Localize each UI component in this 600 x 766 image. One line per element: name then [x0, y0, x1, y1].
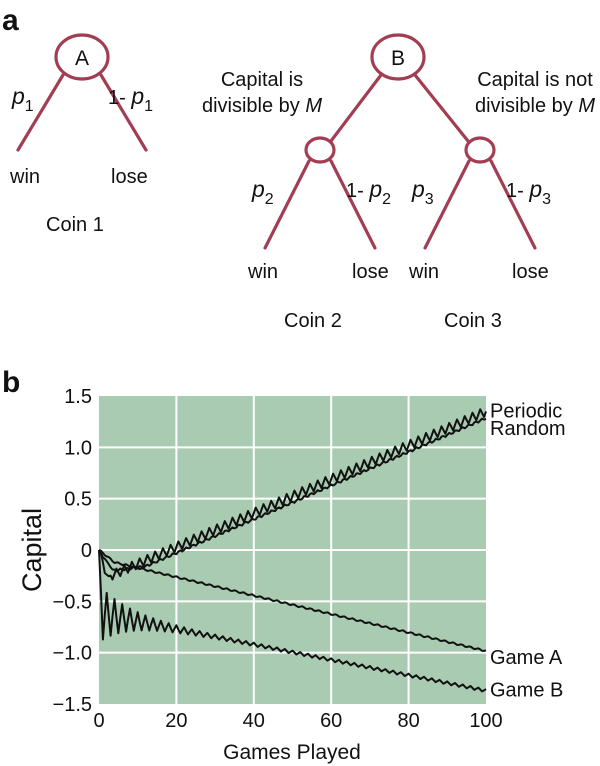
- x-tick-label: 60: [320, 710, 342, 732]
- coin2-win-probability: p2: [251, 176, 274, 208]
- coin2-right-branch: [329, 159, 377, 250]
- x-axis-title: Games Played: [223, 741, 361, 764]
- coin1-win-outcome: win: [9, 166, 40, 188]
- gameb-tree: B Capital is divisible by M Capital is n…: [202, 33, 595, 332]
- panel-a-label: a: [2, 4, 19, 37]
- y-tick-label: 0.5: [64, 489, 92, 511]
- legend-label-periodic: Periodic: [490, 400, 562, 422]
- coin1-left-branch: [16, 73, 65, 152]
- series-line-periodic: [98, 408, 487, 581]
- x-axis-ticks: 0 20 40 60 80 100: [93, 710, 502, 732]
- capital-chart: 1.5 1.0 0.5 0 −0.5 −1.0 −1.5 0 20 40 60 80 100 Peri…: [17, 386, 566, 764]
- node-b: [370, 33, 426, 81]
- y-tick-label: −0.5: [53, 591, 92, 613]
- series-line-random: [98, 417, 487, 573]
- y-tick-label: 0: [81, 540, 92, 562]
- coin1-right-branch: [99, 73, 148, 152]
- gameb-left-branch: [329, 73, 383, 143]
- gameb-right-branch: [413, 73, 470, 143]
- coin3-lose-outcome: lose: [512, 261, 549, 283]
- x-tick-label: 40: [243, 710, 265, 732]
- coin1-lose-probability: 1- p1: [108, 83, 153, 115]
- not-divisible-condition-line1: Capital is not: [477, 69, 593, 91]
- series-lines: [98, 408, 487, 693]
- legend-label-game-b: Game B: [490, 680, 563, 702]
- node-a: [54, 33, 110, 81]
- divisible-condition-line2: divisible by M: [202, 95, 322, 117]
- coin2-caption: Coin 2: [284, 310, 342, 332]
- x-tick-label: 80: [397, 710, 419, 732]
- y-tick-label: 1.0: [64, 437, 92, 459]
- coin3-node: [464, 136, 496, 164]
- coin1-lose-outcome: lose: [111, 166, 148, 188]
- legend-label-game-a: Game A: [490, 647, 563, 669]
- coin2-left-branch: [263, 159, 311, 250]
- panel-b-label: b: [2, 366, 20, 399]
- coin3-lose-probability: 1- p3: [506, 176, 551, 208]
- y-axis-title: Capital: [17, 508, 47, 592]
- x-tick-label: 0: [93, 710, 104, 732]
- coin1-tree: A p1 1- p1 win lose Coin 1: [9, 33, 153, 236]
- series-line-game-b: [98, 549, 487, 693]
- y-axis-ticks: 1.5 1.0 0.5 0 −0.5 −1.0 −1.5: [53, 386, 92, 716]
- coin2-win-outcome: win: [247, 261, 278, 283]
- y-tick-label: −1.5: [53, 694, 92, 716]
- coin2-lose-probability: 1- p2: [346, 176, 391, 208]
- divisible-condition-line1: Capital is: [221, 69, 303, 91]
- coin1-win-probability: p1: [11, 83, 34, 115]
- y-tick-label: 1.5: [64, 386, 92, 408]
- x-tick-label: 100: [469, 710, 502, 732]
- node-b-label: B: [391, 47, 405, 70]
- coin2-lose-outcome: lose: [352, 261, 389, 283]
- series-line-game-a: [98, 549, 487, 652]
- coin3-win-outcome: win: [408, 261, 439, 283]
- coin1-caption: Coin 1: [46, 214, 104, 236]
- coin3-win-probability: p3: [411, 176, 434, 208]
- node-a-label: A: [75, 47, 89, 70]
- coin3-caption: Coin 3: [444, 310, 502, 332]
- coin2-node: [304, 136, 336, 164]
- coin3-right-branch: [489, 159, 537, 250]
- legend-label-random: Random: [490, 418, 566, 440]
- y-tick-label: −1.0: [53, 643, 92, 665]
- not-divisible-condition-line2: divisible by M: [475, 95, 595, 117]
- coin3-left-branch: [423, 159, 471, 250]
- x-tick-label: 20: [165, 710, 187, 732]
